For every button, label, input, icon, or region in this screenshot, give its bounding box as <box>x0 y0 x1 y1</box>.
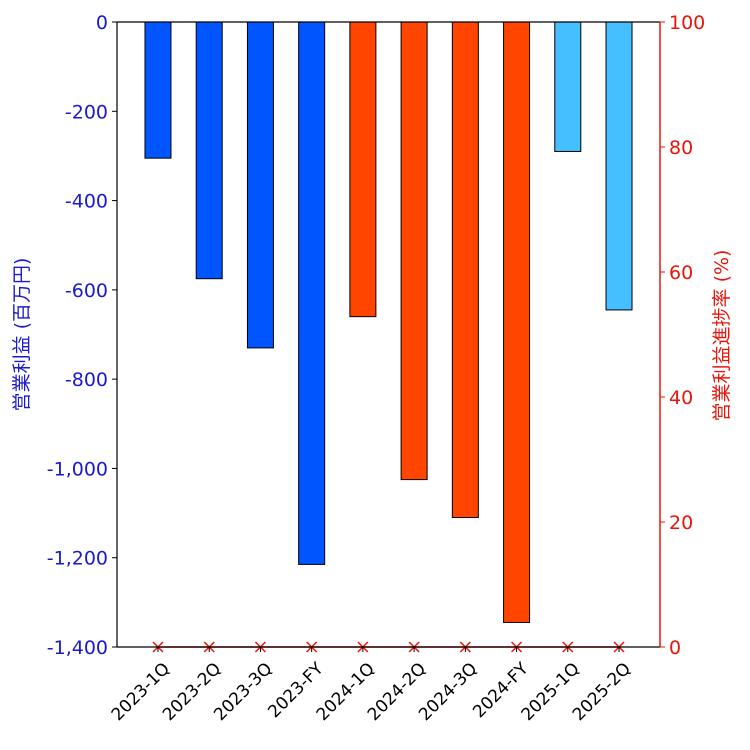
bar-2025-1Q <box>554 21 582 152</box>
y-left-tick-label: -800 <box>65 369 108 391</box>
bar-2023-3Q <box>246 21 274 349</box>
y-right-tick-label: 40 <box>669 387 693 409</box>
bar-2023-FY <box>298 21 326 565</box>
y-left-tick-label: 0 <box>96 12 108 34</box>
axes-group <box>116 21 661 648</box>
y-left-tick-label: -1,000 <box>47 458 108 480</box>
y-left-tick-label: -600 <box>65 280 108 302</box>
y-right-tick-label: 100 <box>669 12 705 34</box>
bars-group <box>144 21 633 623</box>
y-right-tick-label: 0 <box>669 637 681 659</box>
y-right-tick-label: 80 <box>669 137 693 159</box>
bar-2023-1Q <box>144 21 172 159</box>
y-left-tick-label: -1,200 <box>47 548 108 570</box>
y-right-tick-label: 60 <box>669 262 693 284</box>
y-right-tick-label: 20 <box>669 512 693 534</box>
bar-2024-3Q <box>451 21 479 519</box>
bar-2025-2Q <box>605 21 633 311</box>
y-left-tick-label: -1,400 <box>47 637 108 659</box>
bar-2024-FY <box>503 21 531 623</box>
y-left-tick-label: -200 <box>65 101 108 123</box>
bar-2023-2Q <box>195 21 223 280</box>
y-left-tick-label: -400 <box>65 191 108 213</box>
y-axis-right-label: 営業利益進捗率 (%) <box>711 250 733 422</box>
bar-2024-2Q <box>400 21 428 481</box>
bar-2024-1Q <box>349 21 377 318</box>
y-axis-left-label: 営業利益 (百万円) <box>11 258 33 412</box>
